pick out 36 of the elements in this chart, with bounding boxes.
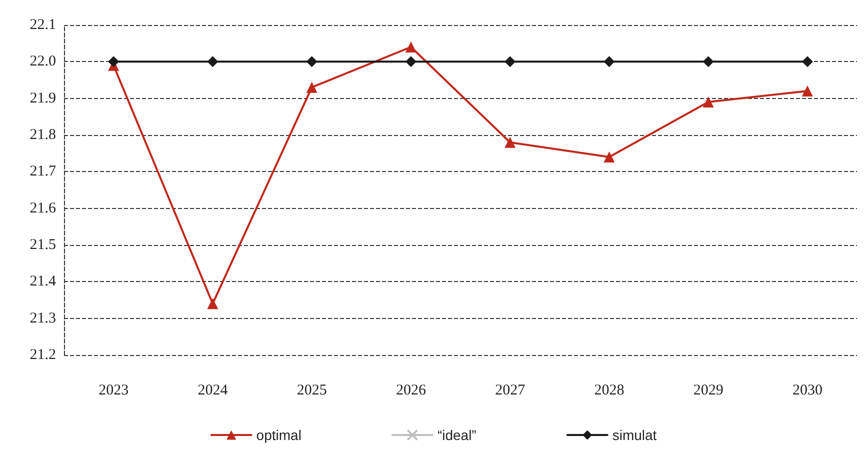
x-tick-label: 2027: [495, 382, 526, 398]
point: [207, 298, 218, 310]
point: [108, 56, 120, 68]
point: [306, 82, 318, 93]
x-tick-label: 2028: [594, 382, 624, 398]
y-tick-label: 21.4: [30, 274, 56, 290]
x-tick-label: 2023: [98, 382, 129, 398]
y-tick-label: 21.7: [30, 164, 56, 180]
y-tick-label: 21.9: [30, 90, 56, 106]
y-tick-label: 21.8: [30, 127, 56, 143]
point: [405, 42, 416, 52]
y-tick-label: 21.3: [30, 310, 56, 326]
point: [702, 56, 714, 68]
point: [604, 152, 615, 162]
legend-label: optimal: [256, 427, 302, 443]
point: [802, 86, 813, 96]
legend-label: simulat: [612, 427, 657, 443]
point: [604, 56, 615, 68]
x-tick-label: 2026: [396, 382, 426, 398]
y-tick-label: 22.0: [30, 54, 56, 70]
point: [405, 56, 416, 68]
y-tick-label: 22.1: [30, 17, 56, 33]
point: [207, 56, 218, 68]
point: [504, 56, 516, 68]
legend-label: “ideal”: [437, 427, 477, 443]
y-tick-label: 21.2: [30, 347, 56, 363]
point: [504, 136, 516, 148]
point: [702, 96, 714, 108]
y-tick-label: 21.5: [30, 237, 56, 253]
x-tick-label: 2024: [198, 382, 228, 398]
point: [802, 56, 813, 68]
y-tick-label: 21.6: [30, 200, 56, 216]
x-tick-label: 2025: [296, 382, 327, 398]
x-tick-label: 2030: [792, 382, 822, 398]
point: [306, 56, 318, 68]
x-tick-label: 2029: [693, 382, 724, 398]
